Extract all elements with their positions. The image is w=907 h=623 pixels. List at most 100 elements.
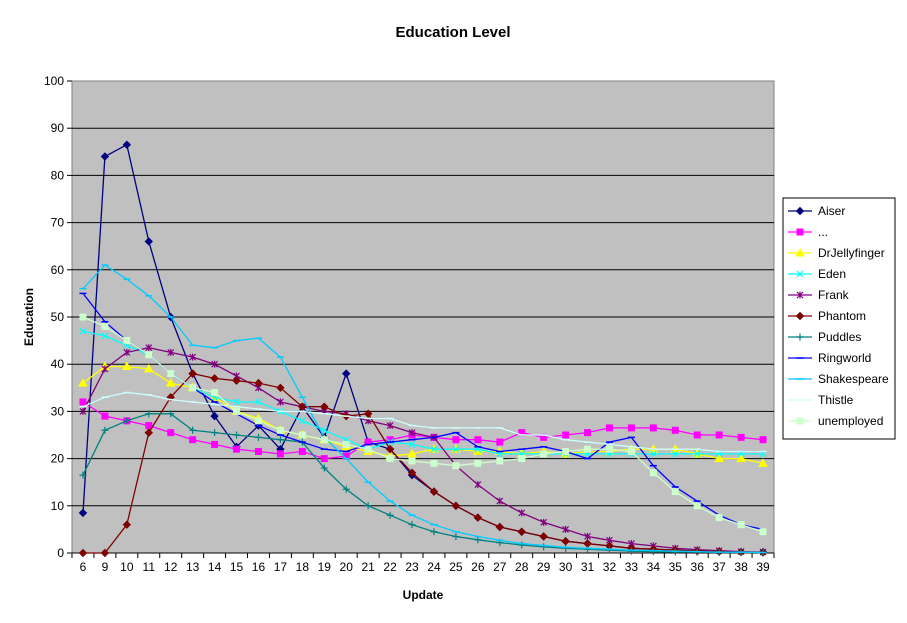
plus-marker — [101, 426, 109, 434]
triangle-marker — [78, 378, 88, 387]
square-marker — [584, 429, 592, 437]
legend-item: DrJellyfinger — [788, 246, 885, 260]
x-marker — [101, 332, 109, 340]
star-marker — [276, 398, 284, 406]
data-point — [254, 433, 262, 441]
data-point — [671, 488, 679, 496]
star-marker — [518, 509, 526, 517]
legend-item: unemployed — [788, 414, 883, 428]
y-axis-ticks: 0 10 20 30 40 50 60 70 80 90 100 — [44, 74, 72, 560]
data-point — [79, 398, 87, 406]
x-tick-label: 24 — [427, 560, 441, 574]
data-point — [167, 429, 175, 437]
star-marker — [584, 532, 591, 540]
plus-marker — [254, 433, 262, 441]
data-point — [562, 448, 570, 456]
legend-item: Frank — [788, 288, 850, 302]
diamond-marker — [539, 532, 548, 541]
square-marker — [145, 351, 153, 359]
data-point — [386, 422, 394, 430]
square-marker — [254, 448, 262, 456]
diamond-marker — [122, 520, 132, 529]
legend-item: Aiser — [788, 204, 845, 218]
square-marker — [101, 322, 109, 330]
data-point — [276, 426, 284, 434]
data-point — [759, 528, 767, 536]
square-marker — [693, 502, 701, 510]
data-point — [144, 237, 153, 246]
legend-label: ... — [818, 225, 828, 239]
square-marker — [211, 440, 219, 448]
square-marker — [254, 417, 262, 425]
triangle-marker — [795, 247, 805, 257]
data-point — [101, 426, 109, 434]
square-marker — [671, 426, 679, 434]
data-point — [671, 548, 679, 556]
data-point — [562, 544, 570, 552]
x-tick-label: 25 — [449, 560, 463, 574]
data-point — [386, 511, 394, 519]
x-tick-label: 36 — [691, 560, 705, 574]
data-point — [254, 378, 263, 388]
data-point — [693, 450, 701, 458]
square-marker — [737, 521, 745, 529]
diamond-marker — [122, 140, 132, 149]
series-layer — [78, 140, 768, 558]
x-tick-label: 6 — [80, 560, 87, 574]
data-point — [496, 438, 504, 446]
series-unemployed — [79, 313, 767, 536]
data-point — [796, 417, 804, 425]
data-point — [167, 410, 175, 418]
plus-marker — [627, 547, 635, 555]
x-tick-label: 26 — [471, 560, 485, 574]
plus-marker — [342, 485, 350, 493]
square-marker — [145, 422, 153, 430]
data-point — [233, 407, 241, 415]
data-point — [540, 518, 548, 526]
data-point — [715, 514, 723, 522]
data-point — [342, 485, 350, 493]
data-point — [671, 450, 679, 458]
square-marker — [320, 436, 328, 444]
data-point — [758, 458, 768, 467]
x-marker — [671, 450, 679, 458]
square-marker — [562, 431, 570, 439]
series-line — [82, 264, 764, 554]
diamond-marker — [100, 152, 110, 161]
data-point — [254, 448, 262, 456]
data-point — [584, 429, 592, 437]
square-marker — [189, 436, 197, 444]
diamond-marker — [495, 522, 504, 532]
square-marker — [474, 459, 482, 467]
star-marker — [167, 348, 175, 356]
diamond-marker — [254, 378, 263, 388]
plus-marker — [605, 546, 613, 554]
x-marker — [452, 445, 460, 453]
data-point — [211, 429, 219, 437]
legend-item: Puddles — [788, 330, 861, 344]
data-point — [737, 521, 745, 529]
data-point — [474, 536, 482, 544]
plus-marker — [320, 464, 328, 472]
data-point — [649, 424, 657, 432]
plus-marker — [123, 417, 131, 425]
y-axis-title: Education — [22, 288, 36, 346]
square-marker — [796, 417, 804, 425]
x-tick-label: 33 — [625, 560, 639, 574]
plus-marker — [145, 410, 153, 418]
star-marker — [189, 353, 197, 361]
triangle-marker — [736, 453, 746, 463]
data-point — [123, 417, 131, 425]
x-tick-label: 23 — [405, 560, 419, 574]
legend-label: DrJellyfinger — [818, 246, 885, 260]
star-marker — [79, 407, 87, 415]
triangle-marker — [758, 458, 768, 467]
x-tick-label: 11 — [143, 560, 156, 574]
data-point — [473, 513, 483, 522]
triangle-marker — [121, 361, 132, 371]
data-point — [101, 412, 109, 420]
plus-marker — [386, 511, 394, 519]
x-tick-label: 30 — [559, 560, 573, 574]
x-tick-label: 22 — [383, 560, 397, 574]
data-point — [276, 436, 284, 444]
